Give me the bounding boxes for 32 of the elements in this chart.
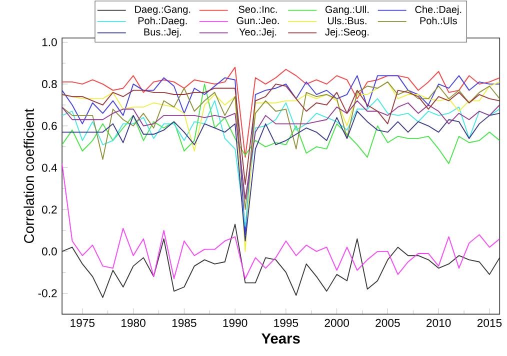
legend-label: Poh.:Daeg.: [138, 16, 187, 26]
y-tick-label: -0.2: [38, 289, 57, 298]
legend-label: Yeo.:Jej.: [239, 28, 276, 38]
legend-label: Che.:Daej.: [415, 6, 462, 15]
y-tick-label: 1.0: [42, 38, 57, 46]
line-series: [62, 162, 500, 279]
legend-label: Gang.:Ull.: [325, 6, 369, 15]
y-tick-label: 0.0: [42, 247, 57, 256]
x-tick-label: 2005: [376, 318, 400, 327]
legend-label: Jej.:Seog.: [325, 28, 369, 38]
x-tick-label: 1980: [122, 318, 146, 327]
x-tick-label: 1975: [70, 318, 95, 327]
legend-label: Bus.:Jej.: [144, 28, 181, 38]
x-axis-title: Years: [262, 333, 300, 344]
x-tick-label: 1985: [172, 318, 196, 327]
x-tick-label: 1990: [223, 318, 248, 327]
legend-label: Gun.:Jeo.: [236, 16, 279, 24]
legend-label: Daeg.:Gang.: [135, 6, 190, 15]
line-series: [62, 83, 500, 164]
legend-label: Poh.:Uls: [420, 16, 457, 24]
legend-label: Seo.:Inc.: [238, 6, 277, 13]
y-tick-label: 0.6: [42, 122, 57, 130]
x-tick-label: 2000: [324, 318, 349, 327]
x-tick-label: 1995: [274, 318, 298, 327]
line-series: [62, 66, 500, 158]
y-tick-label: 0.8: [42, 80, 57, 88]
y-axis-title: Correlation coefficient: [24, 108, 34, 243]
x-tick-label: 2015: [477, 318, 502, 327]
x-tick-label: 2010: [426, 318, 451, 327]
legend-label: Uls.:Bus.: [328, 16, 366, 24]
y-tick-label: 0.2: [42, 205, 57, 214]
y-tick-label: 0.4: [42, 164, 58, 172]
